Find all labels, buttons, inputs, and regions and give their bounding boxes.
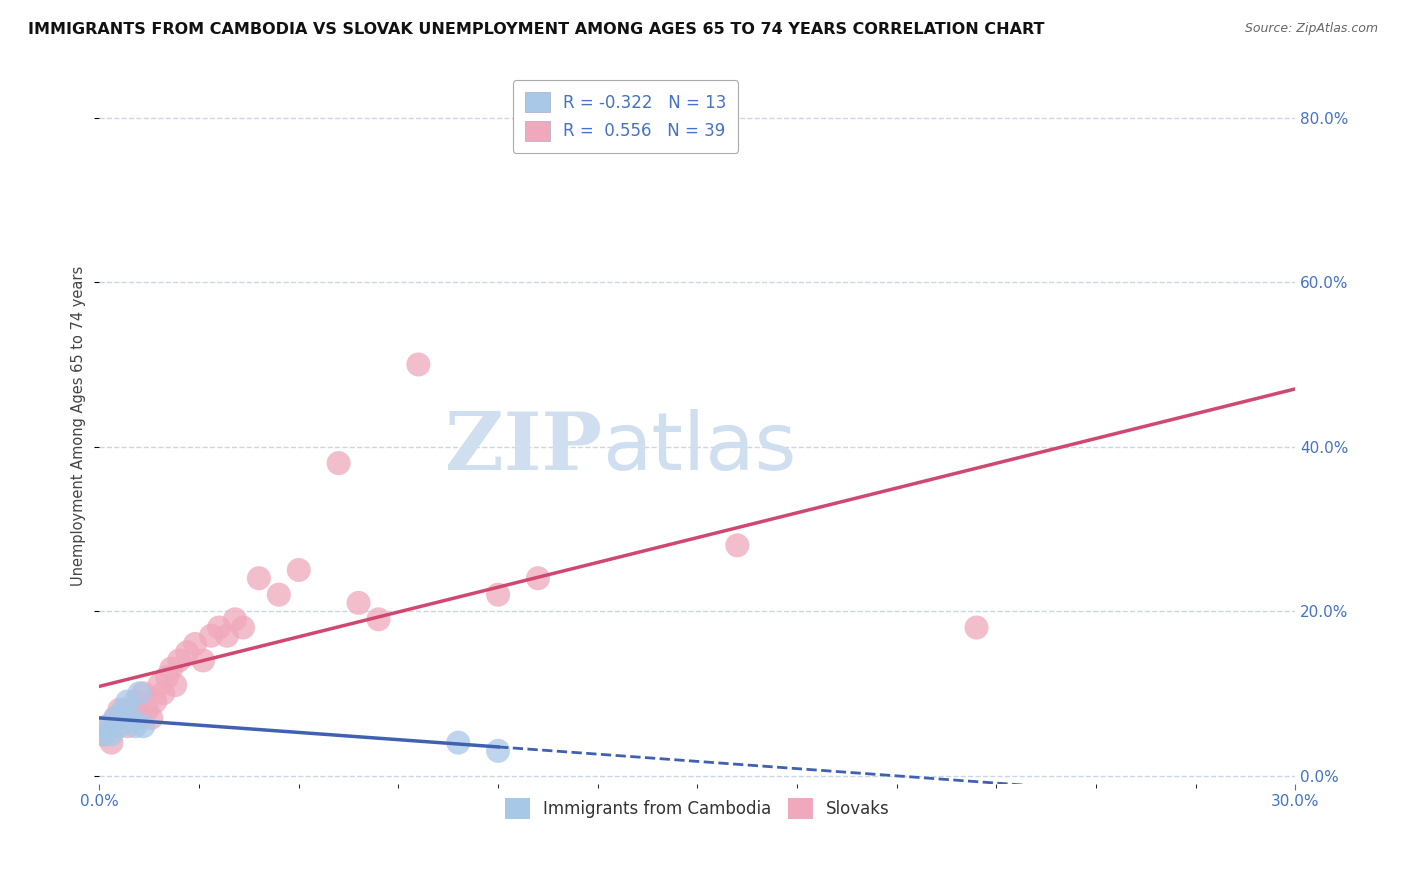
Point	[124, 719, 146, 733]
Point	[287, 563, 309, 577]
Point	[96, 719, 118, 733]
Point	[152, 686, 174, 700]
Legend: Immigrants from Cambodia, Slovaks: Immigrants from Cambodia, Slovaks	[498, 792, 897, 825]
Point	[100, 727, 122, 741]
Point	[200, 629, 222, 643]
Point	[93, 727, 115, 741]
Y-axis label: Unemployment Among Ages 65 to 74 years: Unemployment Among Ages 65 to 74 years	[72, 266, 86, 586]
Point	[208, 621, 231, 635]
Point	[128, 711, 150, 725]
Point	[527, 571, 550, 585]
Point	[93, 727, 115, 741]
Point	[347, 596, 370, 610]
Point	[486, 588, 509, 602]
Point	[112, 703, 135, 717]
Point	[367, 612, 389, 626]
Point	[486, 744, 509, 758]
Point	[108, 703, 131, 717]
Point	[191, 653, 214, 667]
Point	[148, 678, 170, 692]
Point	[112, 711, 135, 725]
Text: Source: ZipAtlas.com: Source: ZipAtlas.com	[1244, 22, 1378, 36]
Point	[966, 621, 988, 635]
Point	[156, 670, 179, 684]
Point	[104, 711, 127, 725]
Point	[165, 678, 187, 692]
Point	[124, 694, 146, 708]
Point	[120, 703, 142, 717]
Point	[232, 621, 254, 635]
Point	[267, 588, 290, 602]
Text: atlas: atlas	[602, 409, 796, 486]
Point	[128, 686, 150, 700]
Point	[143, 694, 166, 708]
Text: ZIP: ZIP	[444, 409, 602, 486]
Point	[117, 719, 139, 733]
Point	[117, 694, 139, 708]
Point	[447, 736, 470, 750]
Point	[408, 358, 430, 372]
Point	[215, 629, 238, 643]
Point	[96, 719, 118, 733]
Point	[100, 736, 122, 750]
Point	[247, 571, 270, 585]
Point	[108, 719, 131, 733]
Point	[141, 711, 163, 725]
Text: IMMIGRANTS FROM CAMBODIA VS SLOVAK UNEMPLOYMENT AMONG AGES 65 TO 74 YEARS CORREL: IMMIGRANTS FROM CAMBODIA VS SLOVAK UNEMP…	[28, 22, 1045, 37]
Point	[132, 719, 155, 733]
Point	[104, 711, 127, 725]
Point	[167, 653, 190, 667]
Point	[160, 662, 183, 676]
Point	[224, 612, 246, 626]
Point	[328, 456, 350, 470]
Point	[184, 637, 207, 651]
Point	[120, 711, 142, 725]
Point	[725, 538, 748, 552]
Point	[176, 645, 198, 659]
Point	[136, 703, 159, 717]
Point	[132, 686, 155, 700]
